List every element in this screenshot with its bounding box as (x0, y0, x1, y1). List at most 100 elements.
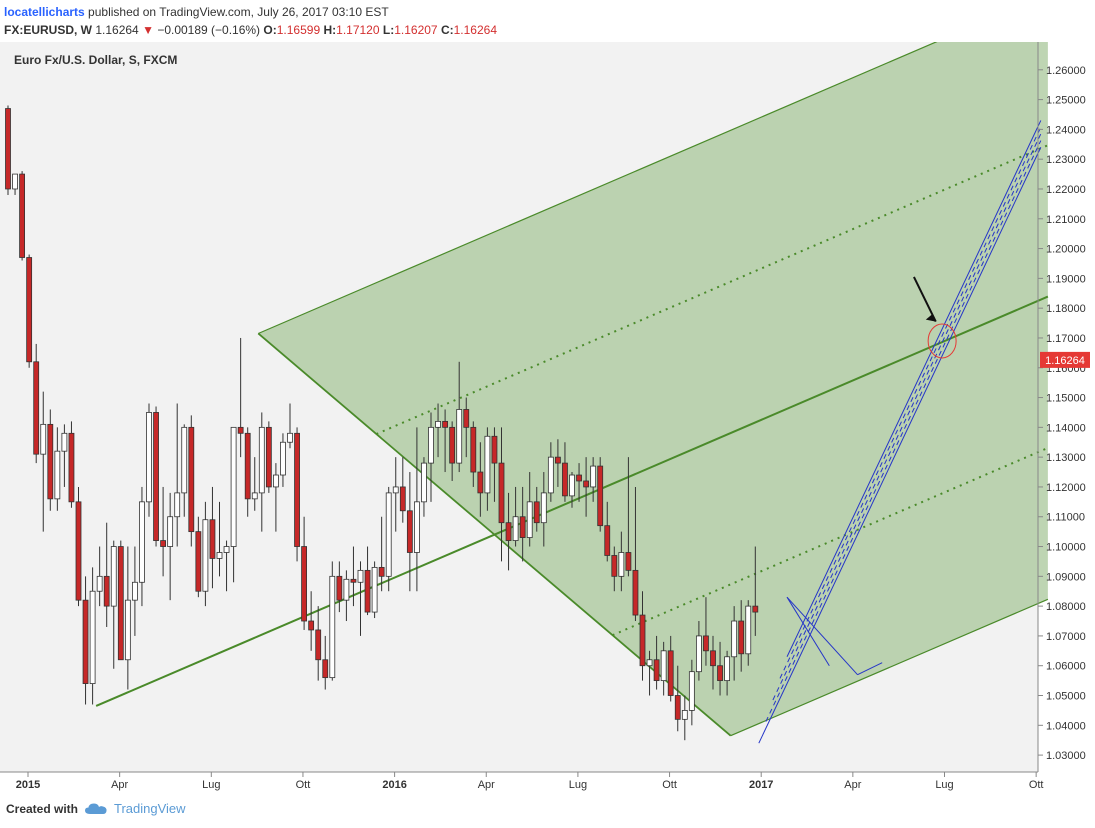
candle-body (329, 575, 336, 679)
candle-body (75, 501, 82, 601)
candle-body (47, 423, 54, 500)
y-tick-label: 1.13000 (1046, 452, 1086, 464)
time-axis[interactable]: 2015 Apr Lug Ott 2016 Apr Lug Ott 2017 Apr Lug Ott (16, 772, 1044, 791)
pitchfork-drawing[interactable] (95, 42, 1049, 737)
candle (357, 561, 364, 636)
x-tick-label: Ott (1029, 779, 1044, 791)
candle (583, 457, 589, 517)
candle-body (731, 620, 738, 658)
candle (428, 412, 434, 502)
candle-body (294, 432, 300, 547)
pitchfork-upper-line (258, 42, 938, 335)
candle-body (5, 108, 11, 190)
channel-handle-3 (857, 662, 883, 676)
y-tick-label: 1.14000 (1046, 422, 1086, 434)
candle-body (533, 501, 540, 524)
channel-quarter-line-lower (765, 140, 1042, 722)
candle-body (139, 501, 145, 583)
candle-body (421, 462, 427, 503)
low-label: L: (382, 23, 395, 37)
channel-handle (786, 596, 858, 675)
candle (160, 486, 167, 577)
candle (703, 597, 709, 666)
last-price-tag: 1.16264 (1040, 351, 1090, 368)
candle-body (230, 426, 237, 547)
x-tick-label: Lug (569, 779, 587, 791)
candle (371, 561, 378, 619)
candle (724, 650, 730, 696)
x-tick-label: Apr (478, 779, 495, 791)
candle (47, 409, 54, 511)
candle (68, 421, 75, 508)
candle (421, 457, 427, 517)
candle-body (251, 492, 258, 500)
candle (688, 659, 695, 726)
price-axis[interactable]: 1.26000 1.25000 1.24000 1.23000 1.22000 1.210… (1038, 65, 1086, 762)
open-value: 1.16599 (276, 23, 321, 37)
candle (378, 516, 385, 592)
candle-body (562, 462, 568, 497)
candle (463, 397, 470, 458)
candle-body (540, 492, 547, 524)
channel-handle-2 (786, 596, 830, 666)
author-name[interactable]: locatellicharts (4, 5, 85, 19)
candle (674, 665, 681, 732)
candle (5, 105, 11, 195)
candle-body (399, 486, 406, 512)
candle-body (124, 599, 131, 661)
y-tick-label: 1.12000 (1046, 482, 1086, 494)
candle (667, 635, 674, 702)
candle-body (258, 426, 265, 494)
x-tick-label: Apr (111, 779, 128, 791)
y-tick-label: 1.05000 (1046, 691, 1086, 703)
candle-body (569, 474, 575, 497)
candle (54, 427, 61, 511)
candle (597, 457, 604, 532)
high-label: H: (323, 23, 337, 37)
candle (258, 412, 265, 532)
candle (153, 406, 159, 547)
candle (399, 457, 406, 523)
candle (632, 486, 639, 622)
candle (745, 600, 752, 666)
candle-body (287, 432, 293, 443)
candle-body (371, 566, 378, 613)
y-tick-label: 1.04000 (1046, 720, 1086, 732)
candle-body (40, 423, 47, 455)
candle-body (96, 575, 103, 592)
candle-body (583, 480, 589, 488)
candle (301, 516, 308, 630)
candle-body (385, 492, 392, 577)
candle (639, 591, 646, 681)
candle-body (392, 486, 399, 494)
close-label: C: (440, 23, 454, 37)
candle (660, 641, 667, 696)
candle-body (618, 552, 625, 577)
candle (519, 486, 526, 562)
price-chart[interactable]: 1.26000 1.25000 1.24000 1.23000 1.22000 1.210… (0, 42, 1095, 796)
candle-body (188, 426, 195, 533)
x-tick-label: Ott (296, 779, 311, 791)
candle (280, 433, 286, 487)
candle-body (576, 474, 582, 482)
candle-body (146, 412, 152, 503)
candle (329, 561, 336, 681)
candle-body (209, 519, 216, 559)
candle-body (505, 522, 512, 541)
candle-body (131, 581, 138, 601)
tradingview-brand[interactable]: TradingView (114, 801, 186, 816)
candle-body (357, 569, 364, 583)
candle-body (449, 426, 456, 464)
candle (33, 343, 40, 464)
parallel-channel-drawing[interactable] (758, 120, 1042, 744)
candle-body (752, 605, 759, 613)
candle (413, 427, 420, 592)
candle-body (68, 432, 75, 503)
y-tick-label: 1.03000 (1046, 750, 1086, 762)
pitchfork-warning-line-lower (612, 447, 1049, 637)
x-tick-label: Apr (844, 779, 861, 791)
candle-body (103, 575, 110, 607)
y-tick-label: 1.09000 (1046, 571, 1086, 583)
candle-body (463, 409, 470, 428)
candle (569, 472, 575, 508)
